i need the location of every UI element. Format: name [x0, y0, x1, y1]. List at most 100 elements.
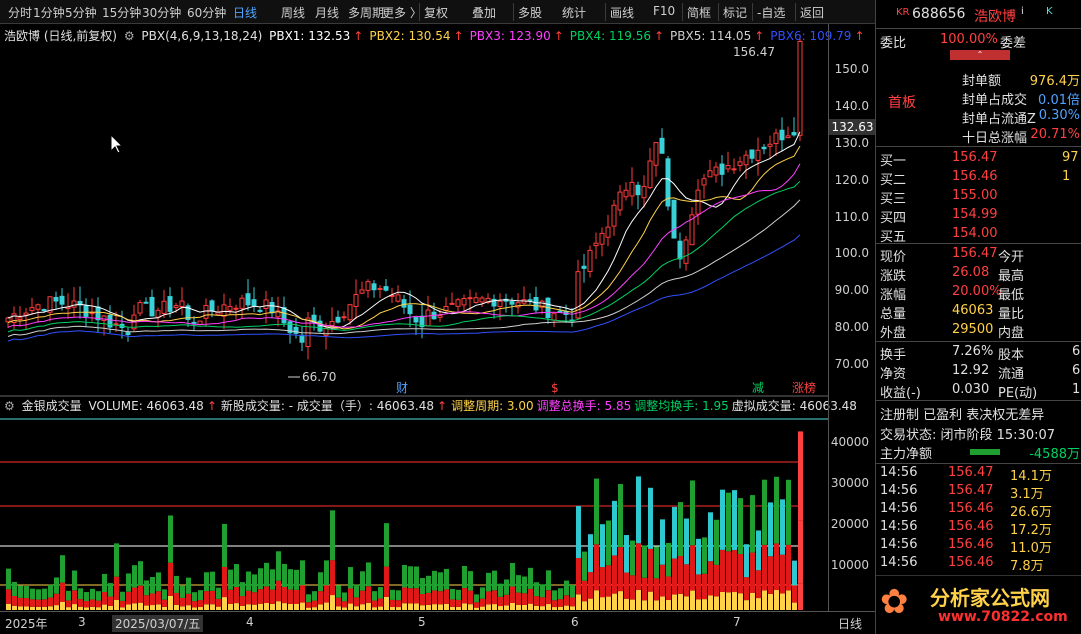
tick-time: 14:56 [880, 537, 918, 552]
volume-segment [612, 555, 617, 594]
period-label[interactable]: 日线 [838, 617, 863, 631]
stat-label: 涨跌 [880, 269, 907, 284]
candle [761, 144, 767, 155]
gear-icon[interactable]: ⚙ [123, 29, 135, 43]
toolbar-btn-17[interactable]: 简框 [687, 6, 712, 20]
candle [215, 305, 221, 315]
volume-segment [168, 562, 173, 596]
volume-segment [390, 599, 395, 607]
toolbar-btn-9[interactable]: 多周期 [348, 6, 385, 20]
volume-segment [372, 591, 377, 601]
toolbar-btn-15[interactable]: 画线 [610, 6, 635, 20]
volume-segment [96, 607, 101, 610]
volume-segment [552, 590, 557, 601]
toolbar-btn-7[interactable]: 周线 [281, 6, 306, 20]
volume-segment [186, 577, 191, 594]
volume-segment [294, 589, 299, 604]
volume-tick-label: 20000 [830, 517, 869, 531]
volume-segment [408, 566, 413, 589]
volume-segment [300, 560, 305, 586]
chart-canvas[interactable]: 156.47 66.70 财 $ 减 涨榜 [0, 0, 875, 611]
settings-icon[interactable]: ⚙ [4, 399, 15, 413]
toolbar-btn-3[interactable]: 15分钟 [102, 6, 142, 20]
volume-segment [234, 587, 239, 604]
volume-segment [138, 602, 143, 610]
toolbar-btn-1[interactable]: 1分钟 [33, 6, 65, 20]
fund-label: 收益(-) [880, 386, 921, 401]
pbx1-value: PBX1: 132.53 [269, 29, 351, 43]
toolbar-btn-8[interactable]: 月线 [315, 6, 340, 20]
tick-time: 14:56 [880, 555, 918, 570]
volume-segment [198, 590, 203, 601]
volume-segment [276, 551, 281, 581]
toolbar-btn-6[interactable]: 日线 [233, 6, 258, 20]
volume-segment [798, 520, 803, 584]
candle [53, 291, 59, 310]
volume-segment [546, 570, 551, 591]
toolbar-btn-13[interactable]: 多股 [518, 6, 543, 20]
candle [653, 142, 659, 177]
volume-segment [354, 606, 359, 610]
y-tick-label: 130.0 [834, 136, 869, 150]
candle [743, 150, 749, 180]
collapse-toggle[interactable]: ⌃ [950, 50, 1010, 60]
candle [473, 292, 479, 304]
volume-segment [456, 589, 461, 600]
volume-segment [252, 592, 257, 605]
volume-segment [732, 490, 737, 551]
volume-segment [642, 545, 647, 578]
volume-segment [648, 487, 653, 549]
volume-segment [204, 591, 209, 605]
volume-segment [102, 591, 107, 605]
volume-segment [24, 606, 29, 610]
stat-label: 外盘 [880, 326, 907, 341]
tick-time: 14:56 [880, 483, 918, 498]
volume-segment [708, 595, 713, 610]
volume-segment [414, 603, 419, 610]
candle [575, 259, 581, 320]
toolbar-btn-18[interactable]: 标记 [723, 6, 748, 20]
toolbar-btn-10[interactable]: 更多 〉 [382, 6, 422, 20]
bid-label: 买一 [880, 154, 907, 169]
toolbar-btn-0[interactable]: 分时 [8, 6, 33, 20]
candle [107, 305, 113, 334]
info-key: 封单额 [962, 74, 1002, 89]
toolbar-btn-14[interactable]: 统计 [562, 6, 587, 20]
volume-segment [384, 596, 389, 610]
y-tick-label: 80.00 [834, 320, 869, 334]
toolbar-btn-5[interactable]: 60分钟 [187, 6, 227, 20]
candle [203, 298, 209, 327]
up-arrow-icon: ↑ [653, 29, 665, 43]
event-marker: $ [551, 381, 559, 395]
volume-item-2: 调整周期: 3.00 [451, 399, 534, 413]
up-arrow-icon: ↑ [206, 399, 217, 413]
volume-segment [798, 431, 803, 521]
k-icon[interactable]: K [1046, 6, 1053, 17]
volume-segment [780, 499, 785, 555]
candle [101, 314, 107, 336]
volume-segment [408, 603, 413, 610]
volume-segment [732, 592, 737, 610]
volume-segment [342, 607, 347, 610]
volume-segment [774, 543, 779, 591]
volume-segment [780, 554, 785, 594]
tick-time: 14:56 [880, 501, 918, 516]
info-icon[interactable]: i [1021, 6, 1024, 17]
volume-segment [318, 572, 323, 592]
volume-header: ⚙ 金银成交量 VOLUME: 46063.48 ↑ 新股成交量: - 成交量（手）… [4, 397, 863, 414]
toolbar-btn-19[interactable]: -自选 [757, 6, 786, 20]
toolbar-btn-2[interactable]: 5分钟 [65, 6, 97, 20]
volume-segment [768, 502, 773, 557]
toolbar-btn-11[interactable]: 复权 [424, 6, 449, 20]
candle [383, 279, 389, 292]
candle [503, 293, 509, 313]
volume-segment [498, 606, 503, 610]
toolbar-btn-16[interactable]: F10 [653, 4, 676, 18]
toolbar-btn-20[interactable]: 返回 [800, 6, 825, 20]
x-tick-label: 7 [733, 615, 741, 629]
volume-segment [252, 604, 257, 610]
toolbar-btn-4[interactable]: 30分钟 [142, 6, 182, 20]
toolbar-btn-12[interactable]: 叠加 [472, 6, 497, 20]
volume-item-4: 调整均换手: 1.95 [634, 399, 729, 413]
volume-segment [798, 583, 803, 610]
